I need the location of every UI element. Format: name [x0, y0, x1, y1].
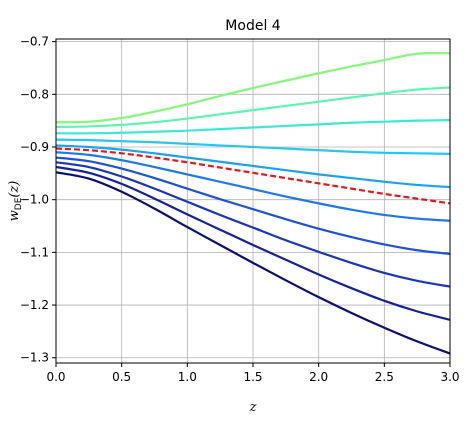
x-tick-label: 0.5 [112, 370, 131, 384]
y-axis-label-sub: DE [14, 197, 24, 210]
series-line-10 [55, 165, 451, 321]
y-axis-label-arg: (z) [7, 181, 22, 198]
series-line-5 [55, 144, 451, 189]
y-tick-label: −0.8 [20, 87, 49, 101]
x-tick-label: 1.5 [243, 370, 262, 384]
y-axis-label-main: w [7, 210, 22, 221]
series-line-7 [55, 151, 451, 222]
x-tick-label: 2.0 [309, 370, 328, 384]
x-axis-label: z [249, 400, 257, 415]
series-line-2 [55, 86, 451, 129]
y-axis-label: wDE(z) [7, 181, 24, 222]
series-line-3 [55, 119, 451, 135]
y-axis: −0.7 −0.8 −0.9 −1.0 −1.1 −1.2 −1.3 [20, 35, 56, 365]
y-tick-label: −1.1 [20, 245, 49, 259]
y-tick-label: −0.7 [20, 35, 49, 49]
chart-title: Model 4 [225, 18, 280, 34]
y-tick-label: −1.0 [20, 193, 49, 207]
series-line-4 [55, 138, 451, 155]
x-tick-label: 0.0 [46, 370, 65, 384]
series-line-8 [55, 156, 451, 256]
x-tick-label: 2.5 [375, 370, 394, 384]
x-tick-label: 1.0 [178, 370, 197, 384]
series-line-9 [55, 161, 451, 288]
series-line-11 [55, 171, 451, 355]
series-line-1 [55, 51, 451, 124]
x-axis: 0.0 0.5 1.0 1.5 2.0 2.5 3.0 [46, 363, 460, 384]
y-tick-label: −1.2 [20, 298, 49, 312]
series-group [55, 51, 451, 355]
x-tick-label: 3.0 [440, 370, 459, 384]
y-tick-label: −0.9 [20, 140, 49, 154]
series-line-6 [55, 147, 451, 205]
y-tick-label: −1.3 [20, 351, 49, 365]
